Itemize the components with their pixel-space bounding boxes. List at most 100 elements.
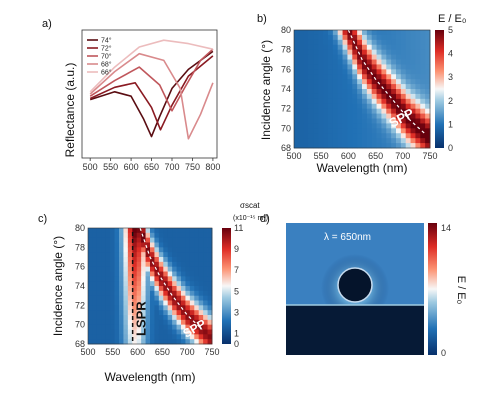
heatmap-cell <box>391 143 397 149</box>
heatmap-cell <box>366 89 373 95</box>
heatmap-cell <box>352 118 358 124</box>
heatmap-cell <box>176 290 182 297</box>
heatmap-cell <box>181 228 186 234</box>
heatmap-cell <box>172 305 177 311</box>
heatmap-cell <box>198 281 204 287</box>
heatmap-cell <box>362 128 368 134</box>
heatmap-cell <box>185 319 191 326</box>
panel-b-colorbar-ticks: 0 1 2 3 4 5 <box>448 25 453 153</box>
heatmap-cell <box>352 84 358 90</box>
heatmap-cell <box>154 286 160 292</box>
heatmap-cell <box>92 324 98 330</box>
heatmap-cell <box>88 329 93 335</box>
heatmap-cell <box>328 74 334 80</box>
heatmap-cell <box>150 257 155 263</box>
heatmap-cell <box>101 329 107 335</box>
heatmap-cell <box>176 281 182 287</box>
heatmap-cell <box>376 30 382 36</box>
heatmap-cell <box>145 305 151 311</box>
heatmap-cell <box>150 295 155 301</box>
heatmap-cell <box>114 315 120 321</box>
heatmap-cell <box>396 44 402 51</box>
heatmap-cell <box>127 242 133 248</box>
heatmap-cell <box>313 79 319 85</box>
heatmap-cell <box>420 93 426 100</box>
heatmap-cell <box>371 69 377 75</box>
heatmap-cell <box>158 232 164 239</box>
panel-c-ylabel: Incidence angle (°) <box>51 236 65 336</box>
heatmap-cell <box>415 103 421 110</box>
heatmap-cell <box>405 89 411 95</box>
heatmap-cell <box>127 310 133 316</box>
heatmap-cell <box>101 271 107 277</box>
heatmap-cell <box>362 79 368 85</box>
heatmap-cell <box>420 133 426 139</box>
heatmap-cell <box>158 281 164 287</box>
heatmap-cell <box>88 228 93 234</box>
heatmap-cell <box>150 261 155 268</box>
heatmap-cell <box>415 118 421 124</box>
heatmap-cell <box>405 108 411 114</box>
panel-b-ytick-label: 72 <box>281 104 291 114</box>
heatmap-cell <box>92 300 98 306</box>
heatmap-cell <box>92 290 98 297</box>
heatmap-cell <box>172 286 177 292</box>
heatmap-cell <box>362 44 368 51</box>
panel-b-ytick-label: 76 <box>281 64 291 74</box>
heatmap-cell <box>425 30 431 36</box>
heatmap-cell <box>185 261 191 268</box>
heatmap-cell <box>405 113 411 119</box>
heatmap-cell <box>101 261 107 268</box>
heatmap-cell <box>391 89 397 95</box>
heatmap-cell <box>400 69 407 75</box>
heatmap-cell <box>110 315 115 321</box>
heatmap-cell <box>308 103 314 110</box>
panel-a: a) Reflectance (a.u.) 500 550 600 650 700 750… <box>42 18 220 172</box>
heatmap-cell <box>328 123 334 129</box>
heatmap-cell <box>92 334 98 340</box>
heatmap-cell <box>163 290 169 297</box>
heatmap-cell <box>352 39 358 46</box>
heatmap-cell <box>194 310 200 316</box>
heatmap-cell <box>207 329 213 335</box>
heatmap-cell <box>391 44 397 51</box>
heatmap-cell <box>400 64 407 70</box>
heatmap-cell <box>136 237 142 243</box>
heatmap-cell <box>163 228 169 234</box>
heatmap-cell <box>185 271 191 277</box>
heatmap-cell <box>207 281 213 287</box>
heatmap-cell <box>136 257 142 263</box>
heatmap-cell <box>332 74 339 80</box>
heatmap-cell <box>172 242 177 248</box>
heatmap-cell <box>127 271 133 277</box>
heatmap-cell <box>101 324 107 330</box>
heatmap-cell <box>318 123 324 129</box>
heatmap-cell <box>141 242 146 248</box>
heatmap-cell <box>400 49 407 55</box>
heatmap-cell <box>337 138 343 144</box>
heatmap-cell <box>123 315 129 321</box>
heatmap-cell <box>362 89 368 95</box>
heatmap-cell <box>357 128 363 134</box>
heatmap-cell <box>141 237 146 243</box>
heatmap-cell <box>308 118 314 124</box>
heatmap-cell <box>400 30 407 36</box>
heatmap-cell <box>123 319 129 326</box>
heatmap-cell <box>88 271 93 277</box>
heatmap-cell <box>114 247 120 253</box>
heatmap-cell <box>400 93 407 100</box>
heatmap-cell <box>337 59 343 65</box>
heatmap-cell <box>158 261 164 268</box>
heatmap-cell <box>136 324 142 330</box>
heatmap-cell <box>396 84 402 90</box>
heatmap-cell <box>181 305 186 311</box>
heatmap-cell <box>127 276 133 282</box>
heatmap-cell <box>386 93 392 100</box>
heatmap-cell <box>123 339 129 345</box>
heatmap-cell <box>420 118 426 124</box>
heatmap-cell <box>96 242 102 248</box>
heatmap-cell <box>198 242 204 248</box>
heatmap-cell <box>391 113 397 119</box>
heatmap-cell <box>410 98 416 105</box>
heatmap-cell <box>154 290 160 297</box>
